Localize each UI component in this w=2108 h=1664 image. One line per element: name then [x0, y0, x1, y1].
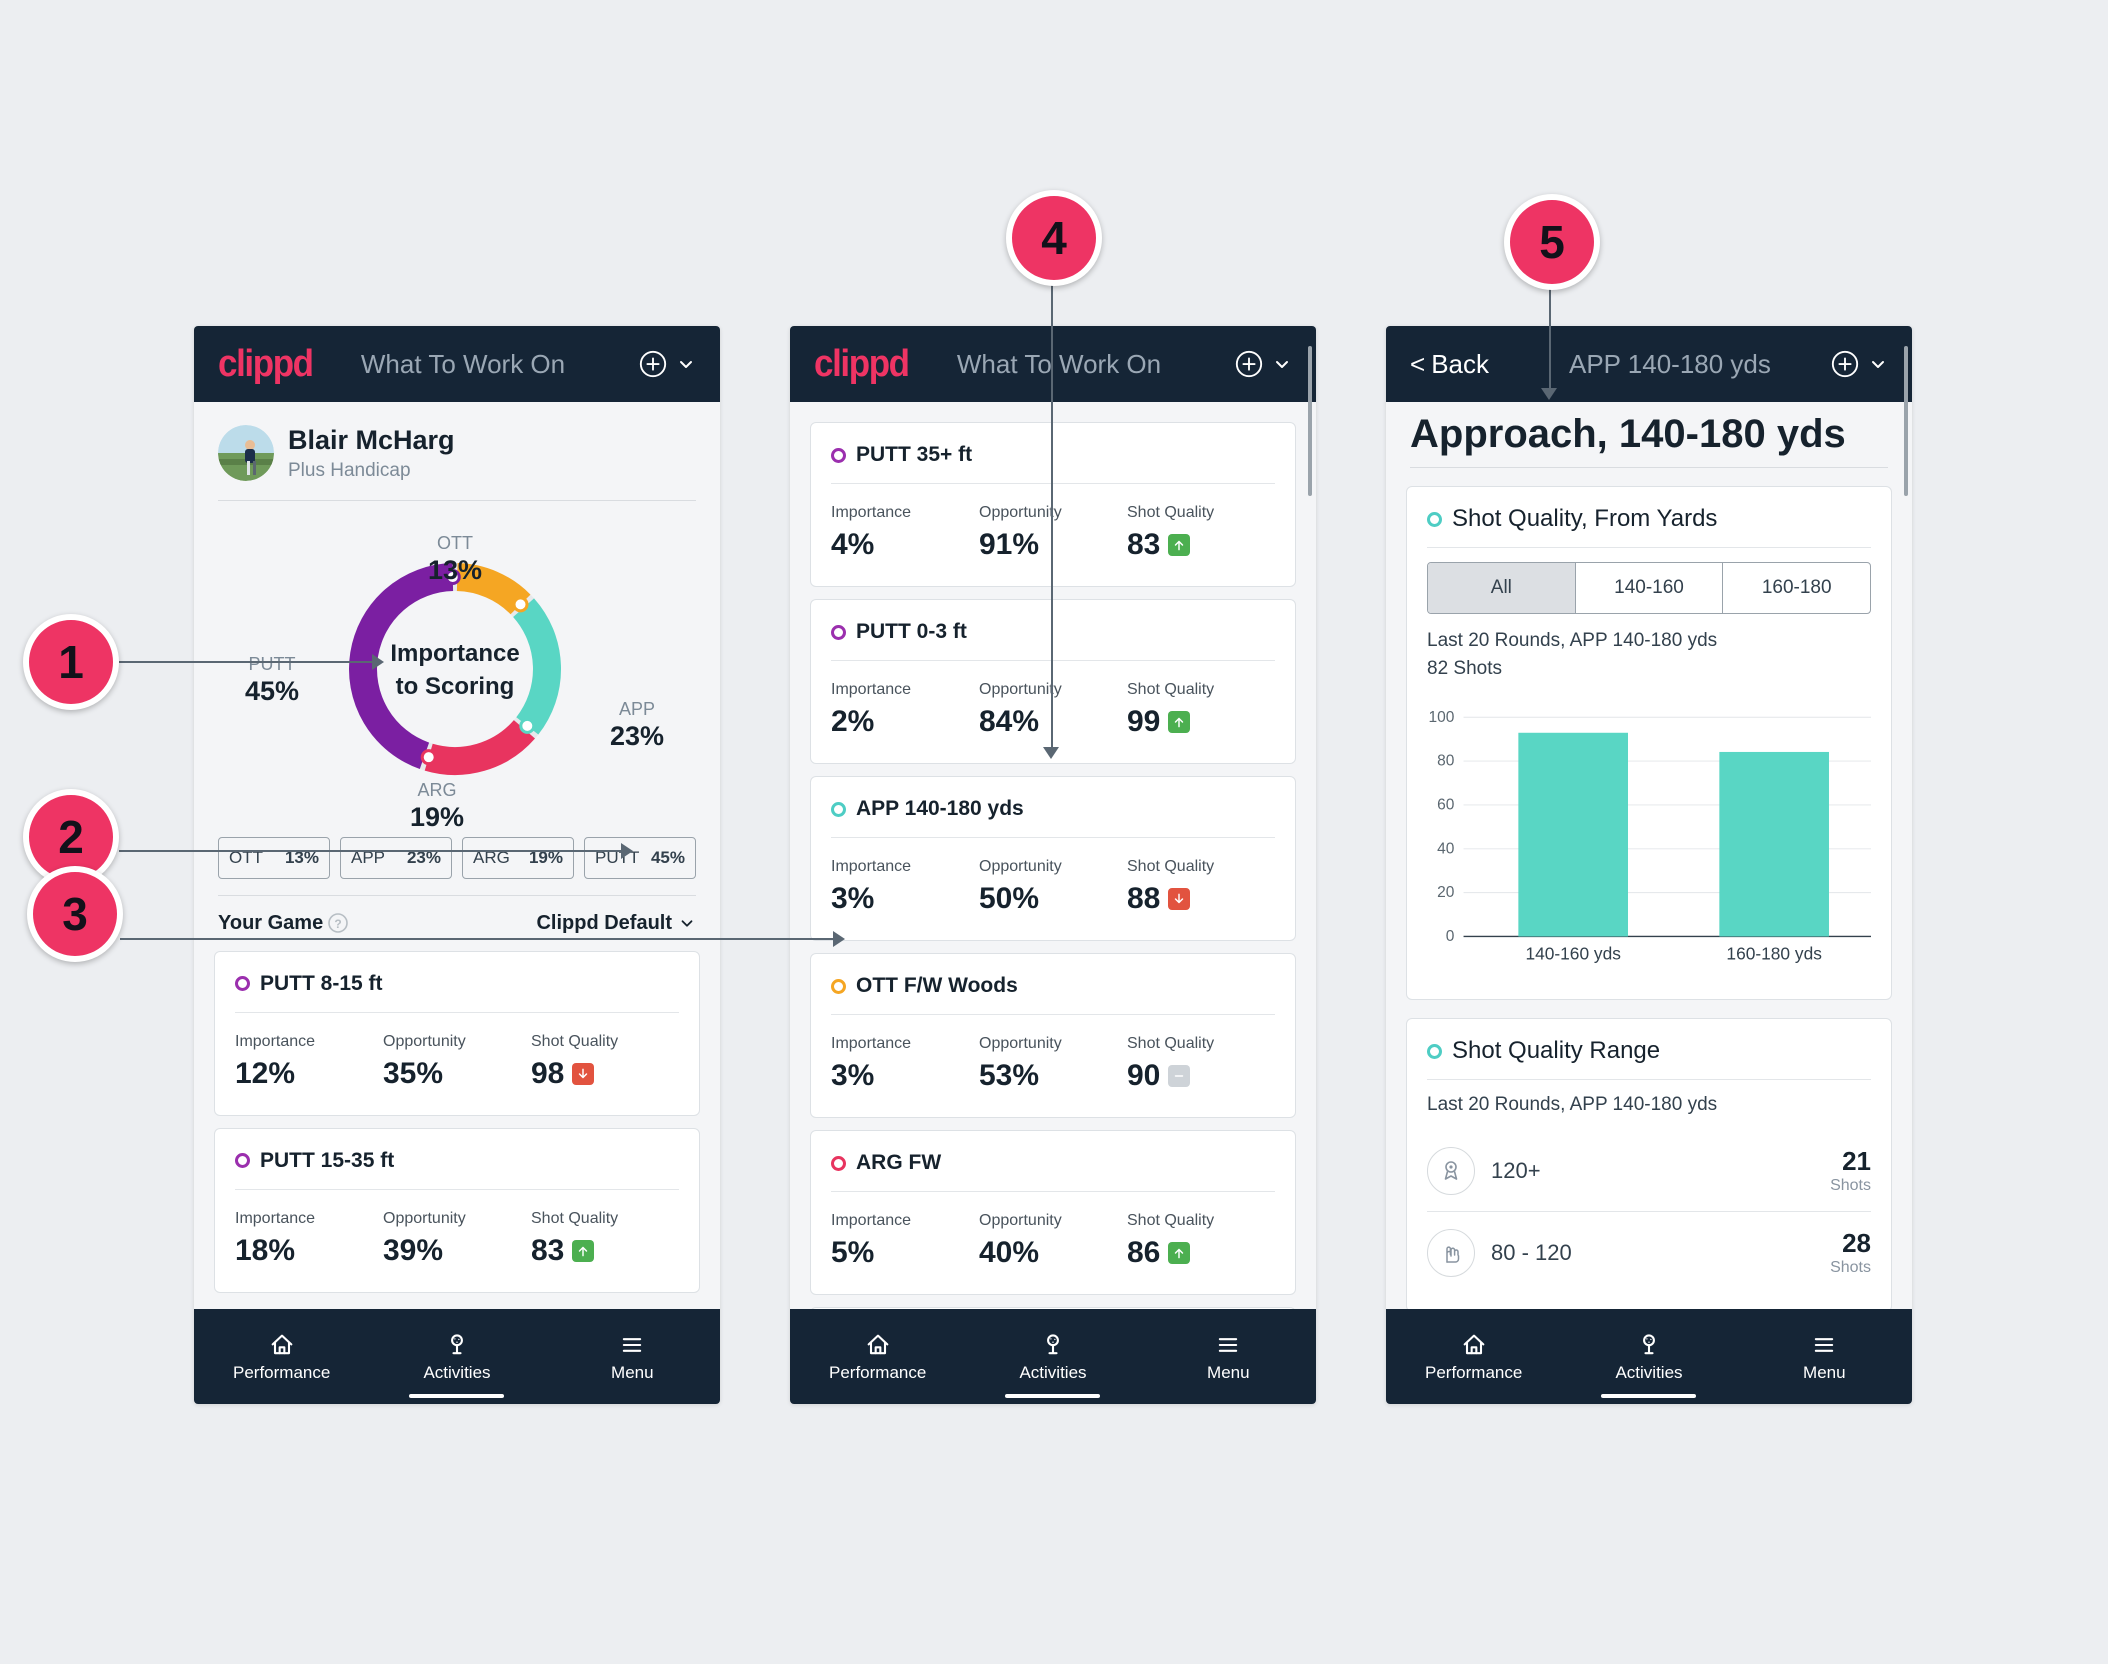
- svg-text:?: ?: [335, 917, 342, 931]
- svg-text:45%: 45%: [245, 676, 299, 706]
- svg-text:13%: 13%: [428, 555, 482, 585]
- svg-text:20: 20: [1437, 884, 1455, 901]
- svg-text:Importance: Importance: [390, 640, 519, 667]
- svg-text:160-180 yds: 160-180 yds: [1726, 943, 1822, 963]
- svg-text:ARG: ARG: [417, 780, 456, 800]
- svg-text:80: 80: [1437, 753, 1455, 770]
- svg-text:40: 40: [1437, 840, 1455, 857]
- svg-text:PUTT: PUTT: [249, 654, 296, 674]
- svg-text:to Scoring: to Scoring: [396, 673, 515, 700]
- svg-text:19%: 19%: [410, 802, 464, 831]
- svg-text:OTT: OTT: [437, 533, 473, 553]
- svg-text:140-160 yds: 140-160 yds: [1525, 943, 1621, 963]
- svg-text:APP: APP: [619, 699, 655, 719]
- svg-text:0: 0: [1446, 928, 1455, 945]
- svg-text:23%: 23%: [610, 721, 664, 751]
- svg-text:100: 100: [1429, 709, 1455, 726]
- svg-text:60: 60: [1437, 797, 1455, 814]
